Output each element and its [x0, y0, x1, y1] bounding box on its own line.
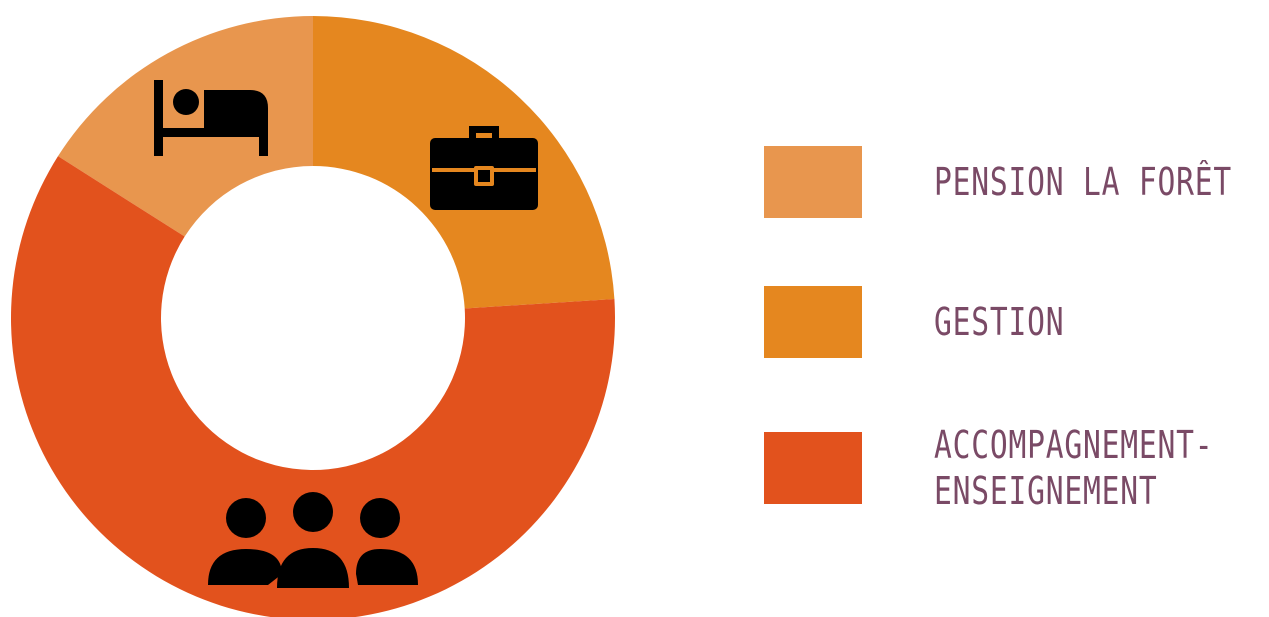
slice-pension: [58, 16, 313, 237]
slice-accompagnement: [11, 156, 615, 617]
legend-label-accompagnement: ACCOMPAGNEMENT- ENSEIGNEMENT: [934, 423, 1214, 513]
bed-icon: [154, 80, 268, 156]
donut-chart: [11, 16, 615, 617]
legend-item-pension: PENSION LA FORÊT: [764, 146, 1269, 218]
legend-swatch-accompagnement: [764, 432, 862, 504]
legend-item-gestion: GESTION: [764, 286, 1269, 358]
legend-item-accompagnement: ACCOMPAGNEMENT- ENSEIGNEMENT: [764, 422, 1269, 514]
legend-label-pension: PENSION LA FORÊT: [934, 160, 1232, 204]
people-group-icon: [208, 492, 418, 588]
legend-swatch-pension: [764, 146, 862, 218]
briefcase-icon: [430, 126, 538, 210]
legend-label-gestion: GESTION: [934, 300, 1065, 344]
legend-swatch-gestion: [764, 286, 862, 358]
